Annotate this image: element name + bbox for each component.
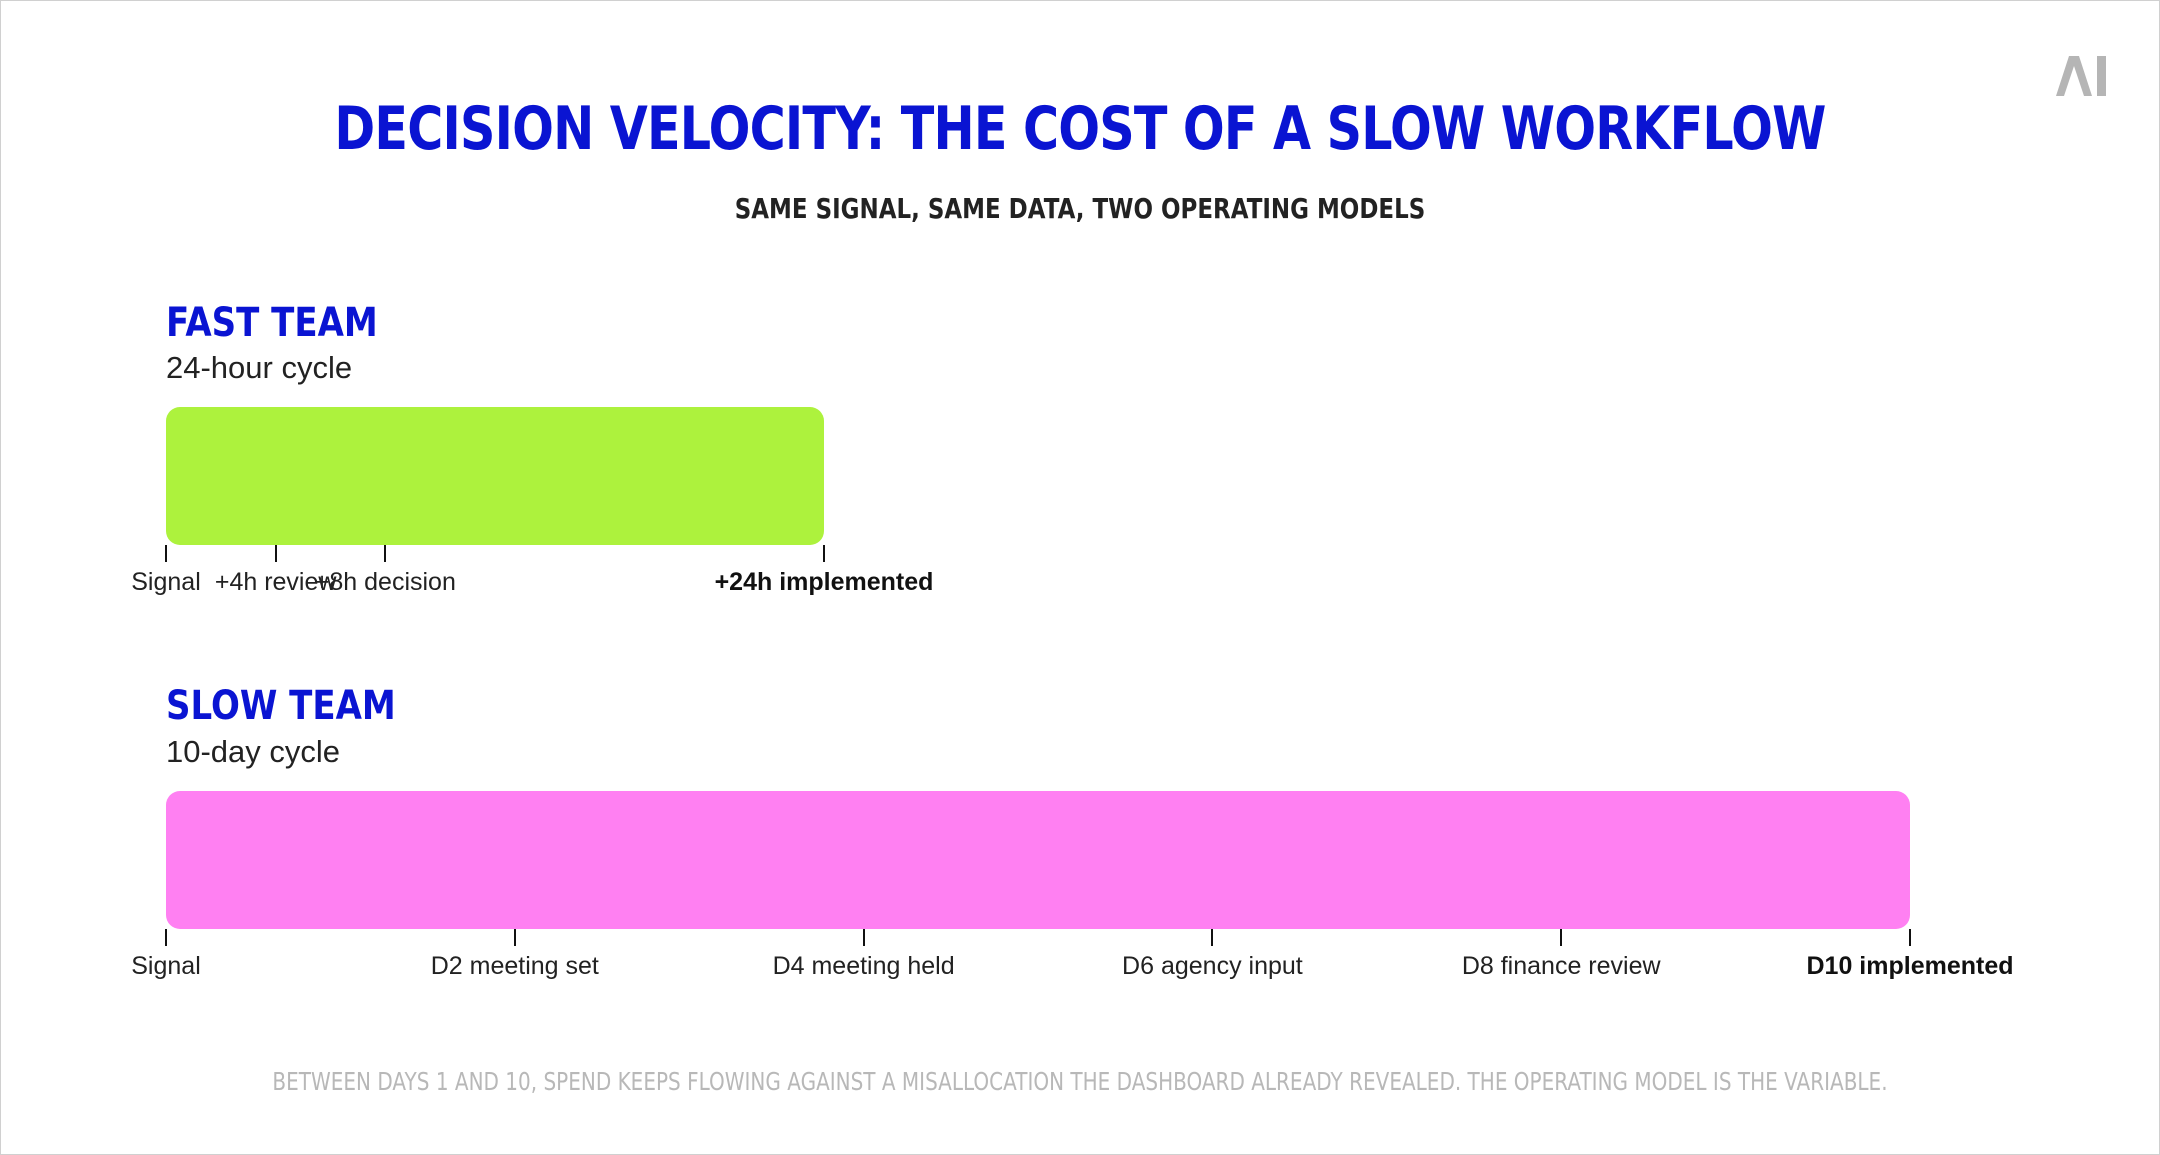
- fast-team-cycle: 24-hour cycle: [166, 350, 353, 385]
- fast-team-label: FAST TEAM: [166, 300, 378, 346]
- slow-team-label: SLOW TEAM: [166, 683, 396, 729]
- slide-title: DECISION VELOCITY: THE COST OF A SLOW WO…: [334, 94, 1826, 164]
- footer-note: BETWEEN DAYS 1 AND 10, SPEND KEEPS FLOWI…: [272, 1067, 1888, 1096]
- ai-logo: [2056, 56, 2106, 96]
- slow-team-bar: [166, 791, 1910, 929]
- fast-team-bar: [166, 407, 824, 545]
- slide-subtitle: SAME SIGNAL, SAME DATA, TWO OPERATING MO…: [734, 192, 1426, 225]
- slow-team-cycle: 10-day cycle: [166, 734, 341, 769]
